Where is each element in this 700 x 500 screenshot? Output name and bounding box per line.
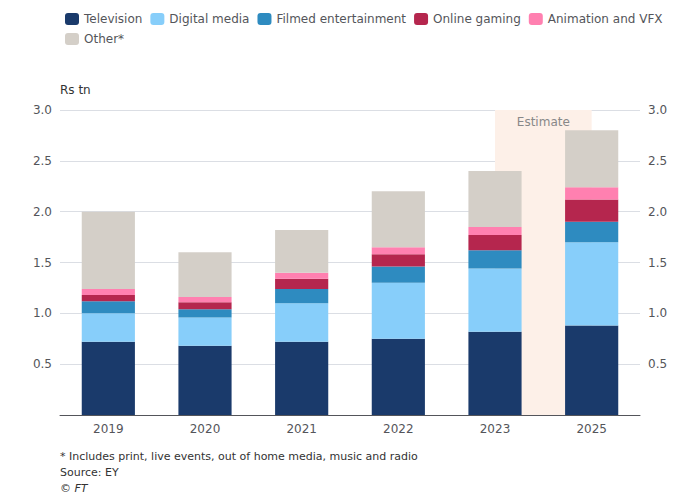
svg-text:0.5: 0.5	[33, 357, 52, 371]
svg-text:2019: 2019	[93, 422, 124, 436]
svg-text:1.0: 1.0	[33, 306, 52, 320]
svg-text:3.0: 3.0	[648, 103, 667, 117]
svg-text:1.0: 1.0	[648, 306, 667, 320]
svg-text:1.5: 1.5	[33, 256, 52, 270]
svg-text:Online gaming: Online gaming	[433, 12, 521, 26]
svg-text:0.5: 0.5	[648, 357, 667, 371]
svg-text:Source: EY: Source: EY	[60, 466, 119, 479]
svg-text:2020: 2020	[190, 422, 221, 436]
svg-text:Filmed entertainment: Filmed entertainment	[276, 12, 406, 26]
svg-text:Animation and VFX: Animation and VFX	[548, 12, 663, 26]
svg-text:Rs tn: Rs tn	[60, 83, 91, 97]
svg-text:2022: 2022	[383, 422, 414, 436]
svg-text:3.0: 3.0	[33, 103, 52, 117]
svg-text:2.0: 2.0	[33, 205, 52, 219]
svg-text:2.5: 2.5	[33, 154, 52, 168]
svg-text:2.0: 2.0	[648, 205, 667, 219]
svg-text:Digital media: Digital media	[169, 12, 249, 26]
svg-text:2021: 2021	[286, 422, 317, 436]
svg-text:2023: 2023	[480, 422, 511, 436]
svg-text:Other*: Other*	[84, 32, 124, 46]
svg-text:2.5: 2.5	[648, 154, 667, 168]
svg-text:1.5: 1.5	[648, 256, 667, 270]
svg-text:2025: 2025	[576, 422, 607, 436]
svg-text:* Includes print, live events,: * Includes print, live events, out of ho…	[60, 450, 418, 463]
svg-text:© FT: © FT	[60, 482, 89, 495]
svg-text:Television: Television	[83, 12, 142, 26]
svg-text:Estimate: Estimate	[517, 115, 570, 129]
